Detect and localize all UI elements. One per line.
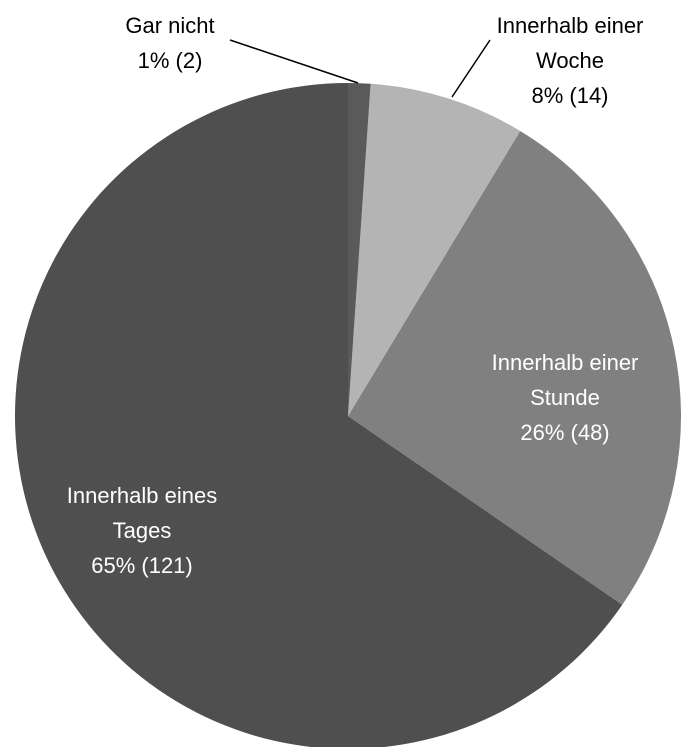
pie-slice xyxy=(348,83,371,416)
value-label: 65% (121) xyxy=(91,553,193,578)
value-label: 26% (48) xyxy=(520,420,610,445)
slice-label: Innerhalb einer Stunde 26% (48) xyxy=(460,345,670,450)
value-label: 1% (2) xyxy=(137,48,203,73)
category-label: Innerhalb einer Woche xyxy=(496,13,644,73)
leader-line xyxy=(229,39,359,84)
category-label: Gar nicht xyxy=(125,13,215,38)
leader-line xyxy=(451,39,491,98)
slice-label: Gar nicht 1% (2) xyxy=(85,8,255,78)
pie-slice xyxy=(15,83,623,747)
pie-slice xyxy=(348,130,682,605)
slice-label: Innerhalb eines Tages 65% (121) xyxy=(47,478,237,583)
slice-label: Innerhalb einer Woche 8% (14) xyxy=(485,8,655,113)
category-label: Innerhalb eines Tages xyxy=(66,483,218,543)
value-label: 8% (14) xyxy=(531,83,609,108)
pie-slice xyxy=(348,83,521,416)
category-label: Innerhalb einer Stunde xyxy=(491,350,639,410)
